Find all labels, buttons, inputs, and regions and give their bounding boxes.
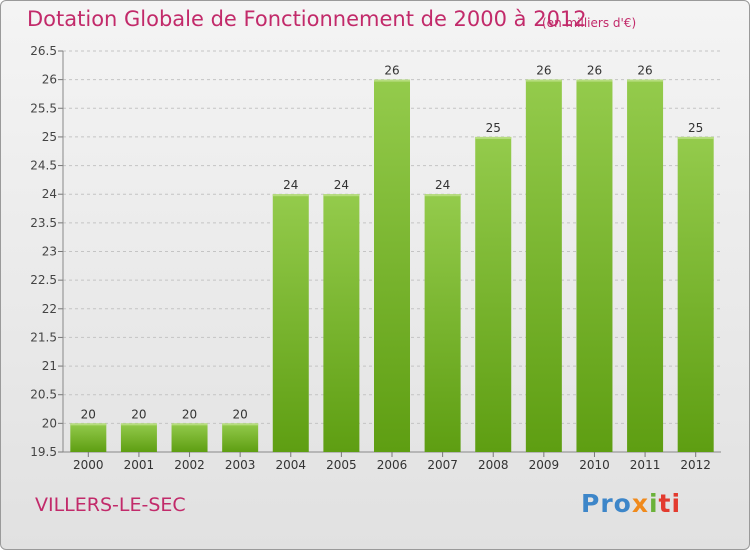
bar-highlight [272, 194, 309, 197]
x-tick-label: 2008 [478, 458, 509, 472]
data-label: 26 [536, 64, 551, 78]
bar [120, 423, 157, 452]
data-label: 25 [688, 121, 703, 135]
bar-highlight [627, 79, 664, 82]
data-label: 20 [81, 407, 96, 421]
bars [70, 79, 714, 453]
y-tick-label: 23 [42, 245, 57, 259]
data-label: 20 [233, 407, 248, 421]
bar [424, 194, 461, 452]
bar-highlight [222, 423, 259, 426]
x-tick-label: 2001 [124, 458, 155, 472]
x-tick-label: 2000 [73, 458, 104, 472]
x-tick-label: 2009 [529, 458, 560, 472]
x-tick-label: 2007 [427, 458, 458, 472]
logo-part-2: x [631, 489, 649, 518]
logo-part-4: ti [658, 489, 682, 518]
data-label: 20 [131, 407, 146, 421]
y-tick-label: 24.5 [30, 159, 57, 173]
commune-name: VILLERS-LE-SEC [35, 494, 186, 516]
data-label: 26 [587, 64, 602, 78]
bar-highlight [677, 136, 714, 139]
data-label: 24 [435, 178, 450, 192]
x-tick-label: 2011 [630, 458, 661, 472]
y-tick-label: 24 [42, 187, 57, 201]
y-tick-label: 20.5 [30, 388, 57, 402]
bar [627, 79, 664, 453]
y-tick-label: 22 [42, 302, 57, 316]
logo-part-3: i [648, 489, 659, 518]
data-label: 26 [384, 64, 399, 78]
y-tick-label: 23.5 [30, 216, 57, 230]
data-label: 26 [637, 64, 652, 78]
bar-highlight [475, 136, 512, 139]
bar [475, 136, 512, 452]
data-label: 25 [486, 121, 501, 135]
y-tick-label: 21.5 [30, 330, 57, 344]
x-tick-label: 2006 [377, 458, 408, 472]
x-tick-label: 2010 [579, 458, 610, 472]
x-tick-label: 2012 [680, 458, 711, 472]
x-tick-label: 2003 [225, 458, 256, 472]
bar-highlight [525, 79, 562, 82]
bar-highlight [120, 423, 157, 426]
bar-highlight [576, 79, 613, 82]
x-tick-label: 2004 [275, 458, 306, 472]
labels: 19.5 20 20.5 21 21.5 22 22.5 23 23.5 24 24.5 25 25.5… [30, 44, 711, 472]
bar-highlight [70, 423, 107, 426]
y-tick-label: 19.5 [30, 445, 57, 459]
bar-highlight [323, 194, 360, 197]
bar [677, 136, 714, 452]
proxiti-logo[interactable]: Proxiti [581, 489, 681, 518]
bar [374, 79, 410, 453]
y-tick-label: 20 [42, 416, 57, 430]
bar [323, 194, 360, 452]
bar [576, 79, 613, 453]
y-tick-label: 22.5 [30, 273, 57, 287]
y-tick-label: 25 [42, 130, 57, 144]
bar-highlight [374, 79, 410, 82]
data-label: 24 [334, 178, 349, 192]
y-tick-label: 21 [42, 359, 57, 373]
bar-highlight [424, 194, 461, 197]
y-tick-label: 26.5 [30, 44, 57, 58]
bar [272, 194, 309, 452]
data-label: 24 [283, 178, 298, 192]
y-tick-label: 25.5 [30, 101, 57, 115]
data-label: 20 [182, 407, 197, 421]
bar [70, 423, 107, 452]
chart-title: Dotation Globale de Fonctionnement de 20… [27, 7, 587, 31]
bar-highlight [171, 423, 208, 426]
x-tick-label: 2005 [326, 458, 357, 472]
bar [171, 423, 208, 452]
y-tick-label: 26 [42, 73, 57, 87]
chart-subtitle: (en milliers d'€) [542, 16, 637, 30]
logo-part-1: Pro [581, 489, 632, 518]
bar [525, 79, 562, 453]
bar [222, 423, 259, 452]
x-tick-label: 2002 [174, 458, 205, 472]
